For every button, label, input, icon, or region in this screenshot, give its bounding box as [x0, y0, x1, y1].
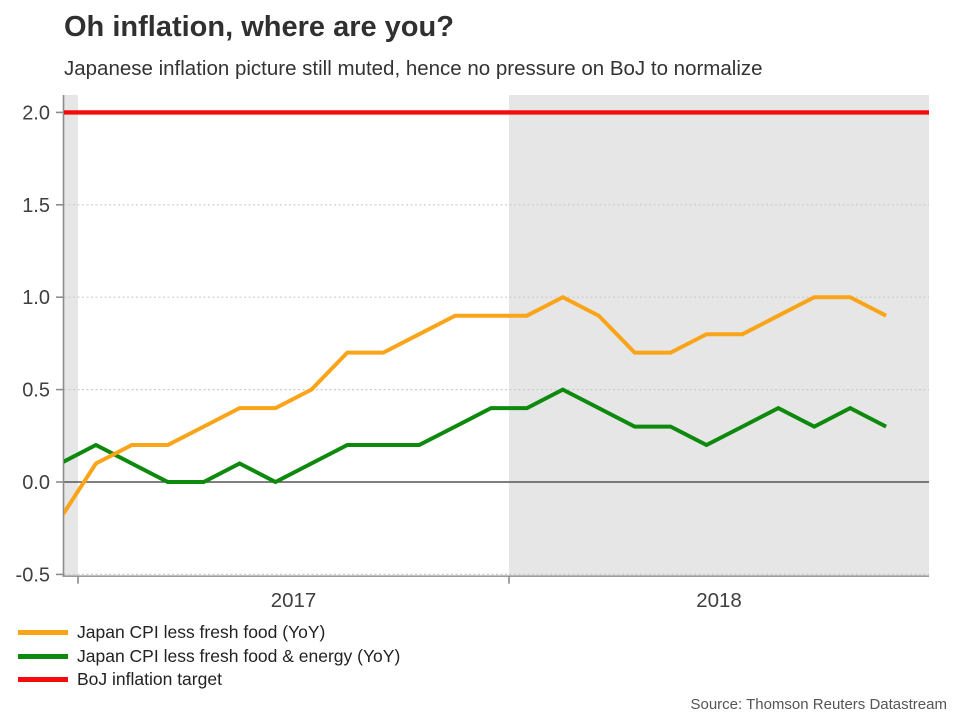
svg-text:1.0: 1.0 — [22, 287, 50, 309]
legend-item-core-cpi: Japan CPI less fresh food (YoY) — [18, 622, 400, 643]
svg-text:2.0: 2.0 — [22, 102, 50, 124]
svg-text:2017: 2017 — [271, 589, 317, 612]
svg-text:2018: 2018 — [696, 589, 742, 612]
orange-line-swatch-icon — [18, 630, 68, 636]
legend-item-boj-target: BoJ inflation target — [18, 669, 400, 690]
svg-text:-0.5: -0.5 — [16, 564, 50, 586]
chart-subtitle: Japanese inflation picture still muted, … — [64, 57, 763, 80]
chart-legend: Japan CPI less fresh food (YoY) Japan CP… — [18, 622, 401, 690]
legend-item-core-core-cpi: Japan CPI less fresh food & energy (YoY) — [18, 645, 401, 666]
legend-label: Japan CPI less fresh food & energy (YoY) — [77, 645, 401, 666]
svg-text:1.5: 1.5 — [22, 195, 50, 217]
red-line-swatch-icon — [18, 677, 68, 683]
legend-label: BoJ inflation target — [77, 669, 222, 690]
source-note: Source: Thomson Reuters Datastream — [690, 696, 947, 713]
legend-label: Japan CPI less fresh food (YoY) — [77, 622, 326, 643]
svg-text:0.5: 0.5 — [22, 380, 50, 402]
svg-text:0.0: 0.0 — [22, 472, 50, 494]
green-line-swatch-icon — [18, 653, 68, 659]
chart-title: Oh inflation, where are you? — [64, 11, 454, 43]
